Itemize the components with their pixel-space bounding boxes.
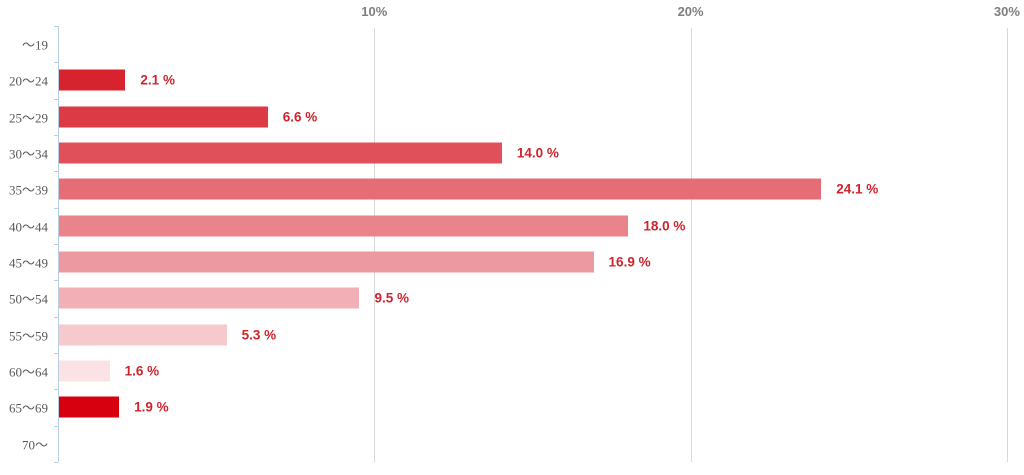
y-axis-tick (54, 389, 58, 391)
bar-row: 70～ (22, 426, 1008, 462)
bar (59, 69, 126, 91)
bar (59, 215, 629, 237)
bar-row: ～19 (22, 26, 1008, 62)
gridline (690, 28, 692, 462)
category-label: ～19 (21, 37, 48, 53)
value-label: 9.5 % (374, 290, 410, 306)
bar (59, 360, 110, 382)
bar-row: 45～49 16.9 % (9, 244, 1008, 280)
category-label: 35～39 (8, 182, 48, 198)
bar (59, 396, 120, 418)
bar (59, 324, 227, 346)
bar-row: 35～39 24.1 % (9, 171, 1008, 207)
value-label: 16.9 % (608, 254, 651, 270)
category-label: 45～49 (8, 255, 48, 271)
value-label: 2.1 % (140, 72, 175, 88)
category-label: 55～59 (8, 328, 48, 344)
gridline (1006, 28, 1008, 462)
category-label: 60～64 (8, 364, 48, 380)
y-axis-tick (54, 425, 58, 427)
y-axis-tick (54, 134, 58, 136)
y-axis-tick (54, 243, 58, 245)
category-label: 25～29 (8, 110, 48, 126)
y-axis-tick (54, 461, 58, 463)
bar-row: 25～29 6.6 % (9, 99, 1008, 135)
category-label: 40～44 (8, 219, 48, 235)
bar (59, 287, 360, 309)
category-label: 70～ (21, 437, 48, 453)
bar-row: 55～59 5.3 % (9, 317, 1008, 353)
value-label: 18.0 % (643, 218, 686, 234)
y-axis-tick (54, 98, 58, 100)
value-label: 5.3 % (241, 327, 277, 343)
bar-row: 30～34 14.0 % (9, 135, 1008, 171)
bar-row: 65～69 1.9 % (9, 389, 1008, 425)
x-axis-tick-label: 10% (361, 4, 388, 19)
bar (59, 106, 268, 128)
category-label: 30～34 (8, 146, 48, 162)
y-axis-tick (54, 280, 58, 282)
bar (59, 251, 594, 273)
category-label: 50～54 (8, 291, 48, 307)
value-label: 6.6 % (282, 109, 318, 125)
plot-area: 10% 20% 30% ～19 20～24 2.1 % 25～29 6.6 % … (9, 4, 1020, 463)
x-axis-tick-label: 30% (993, 4, 1020, 19)
y-axis-tick (54, 171, 58, 173)
bar (59, 178, 822, 200)
value-label: 1.9 % (134, 399, 169, 415)
bar-row: 50～54 9.5 % (9, 280, 1008, 316)
bar-row: 20～24 2.1 % (9, 62, 1008, 98)
value-label: 14.0 % (516, 145, 559, 161)
value-label: 1.6 % (124, 363, 160, 379)
bar-row: 60～64 1.6 % (9, 353, 1008, 389)
y-axis-tick (54, 62, 58, 64)
y-axis-line (58, 26, 59, 462)
category-label: 20～24 (8, 73, 48, 89)
y-axis-tick (54, 26, 58, 27)
value-label: 24.1 % (836, 181, 879, 197)
bar-row: 40～44 18.0 % (9, 208, 1008, 244)
bar (59, 142, 502, 164)
y-axis-tick (54, 207, 58, 209)
category-label: 65～69 (8, 400, 48, 416)
y-axis-tick (54, 352, 58, 354)
gridline (374, 28, 376, 462)
x-axis-tick-label: 20% (677, 4, 704, 19)
y-axis-tick (54, 316, 58, 318)
